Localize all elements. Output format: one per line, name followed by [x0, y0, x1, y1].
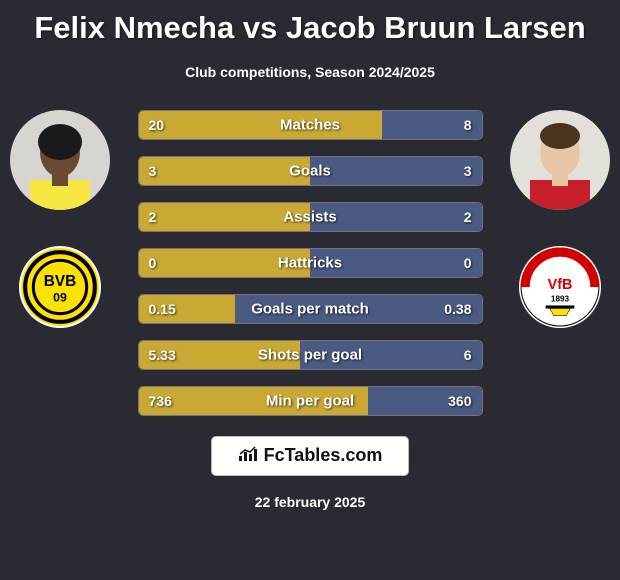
- branding-label: FcTables.com: [264, 445, 383, 465]
- stat-label: Goals per match: [251, 301, 369, 318]
- footer: FcTables.com: [0, 436, 620, 476]
- stat-value-left: 736: [149, 393, 172, 409]
- svg-text:BVB: BVB: [44, 273, 76, 290]
- branding-badge: FcTables.com: [211, 436, 410, 476]
- stat-value-right: 360: [448, 393, 471, 409]
- stat-value-right: 2: [464, 209, 472, 225]
- chart-icon: [238, 446, 258, 467]
- svg-text:1893: 1893: [551, 294, 570, 303]
- player-right-avatar: [510, 110, 610, 210]
- stats-bars: 20 8 Matches 3 3 Goals 2 2 Assists 0 0 Hattricks 0.1…: [138, 110, 483, 416]
- stat-row: 2 2 Assists: [138, 202, 483, 232]
- page-title: Felix Nmecha vs Jacob Bruun Larsen: [0, 0, 620, 46]
- stat-label: Assists: [283, 209, 336, 226]
- stat-value-right: 3: [464, 163, 472, 179]
- club-badge-left: BVB 09: [19, 246, 101, 328]
- stat-value-left: 0.15: [149, 301, 176, 317]
- svg-text:09: 09: [53, 290, 67, 304]
- stat-value-right: 6: [464, 347, 472, 363]
- stat-label: Min per goal: [266, 393, 354, 410]
- bar-right: [310, 157, 482, 185]
- stat-row: 20 8 Matches: [138, 110, 483, 140]
- svg-text:VfB: VfB: [548, 277, 573, 293]
- stat-label: Matches: [280, 117, 340, 134]
- stat-label: Goals: [289, 163, 331, 180]
- stat-value-left: 20: [149, 117, 165, 133]
- stat-value-left: 0: [149, 255, 157, 271]
- stat-label: Shots per goal: [258, 347, 362, 364]
- stat-value-right: 0.38: [444, 301, 471, 317]
- bar-left: [139, 111, 383, 139]
- stat-value-right: 0: [464, 255, 472, 271]
- stat-value-left: 3: [149, 163, 157, 179]
- stat-value-right: 8: [464, 117, 472, 133]
- stat-value-left: 2: [149, 209, 157, 225]
- stat-row: 736 360 Min per goal: [138, 386, 483, 416]
- stat-value-left: 5.33: [149, 347, 176, 363]
- club-badge-right: VfB 1893: [519, 246, 601, 328]
- comparison-panel: BVB 09 VfB 1893 20 8 Matches 3 3 Goals 2 2 Assis…: [0, 110, 620, 416]
- subtitle: Club competitions, Season 2024/2025: [0, 64, 620, 80]
- stat-row: 0 0 Hattricks: [138, 248, 483, 278]
- stat-row: 0.15 0.38 Goals per match: [138, 294, 483, 324]
- date-label: 22 february 2025: [0, 494, 620, 510]
- stat-label: Hattricks: [278, 255, 342, 272]
- stat-row: 5.33 6 Shots per goal: [138, 340, 483, 370]
- stat-row: 3 3 Goals: [138, 156, 483, 186]
- bar-left: [139, 157, 311, 185]
- player-left-avatar: [10, 110, 110, 210]
